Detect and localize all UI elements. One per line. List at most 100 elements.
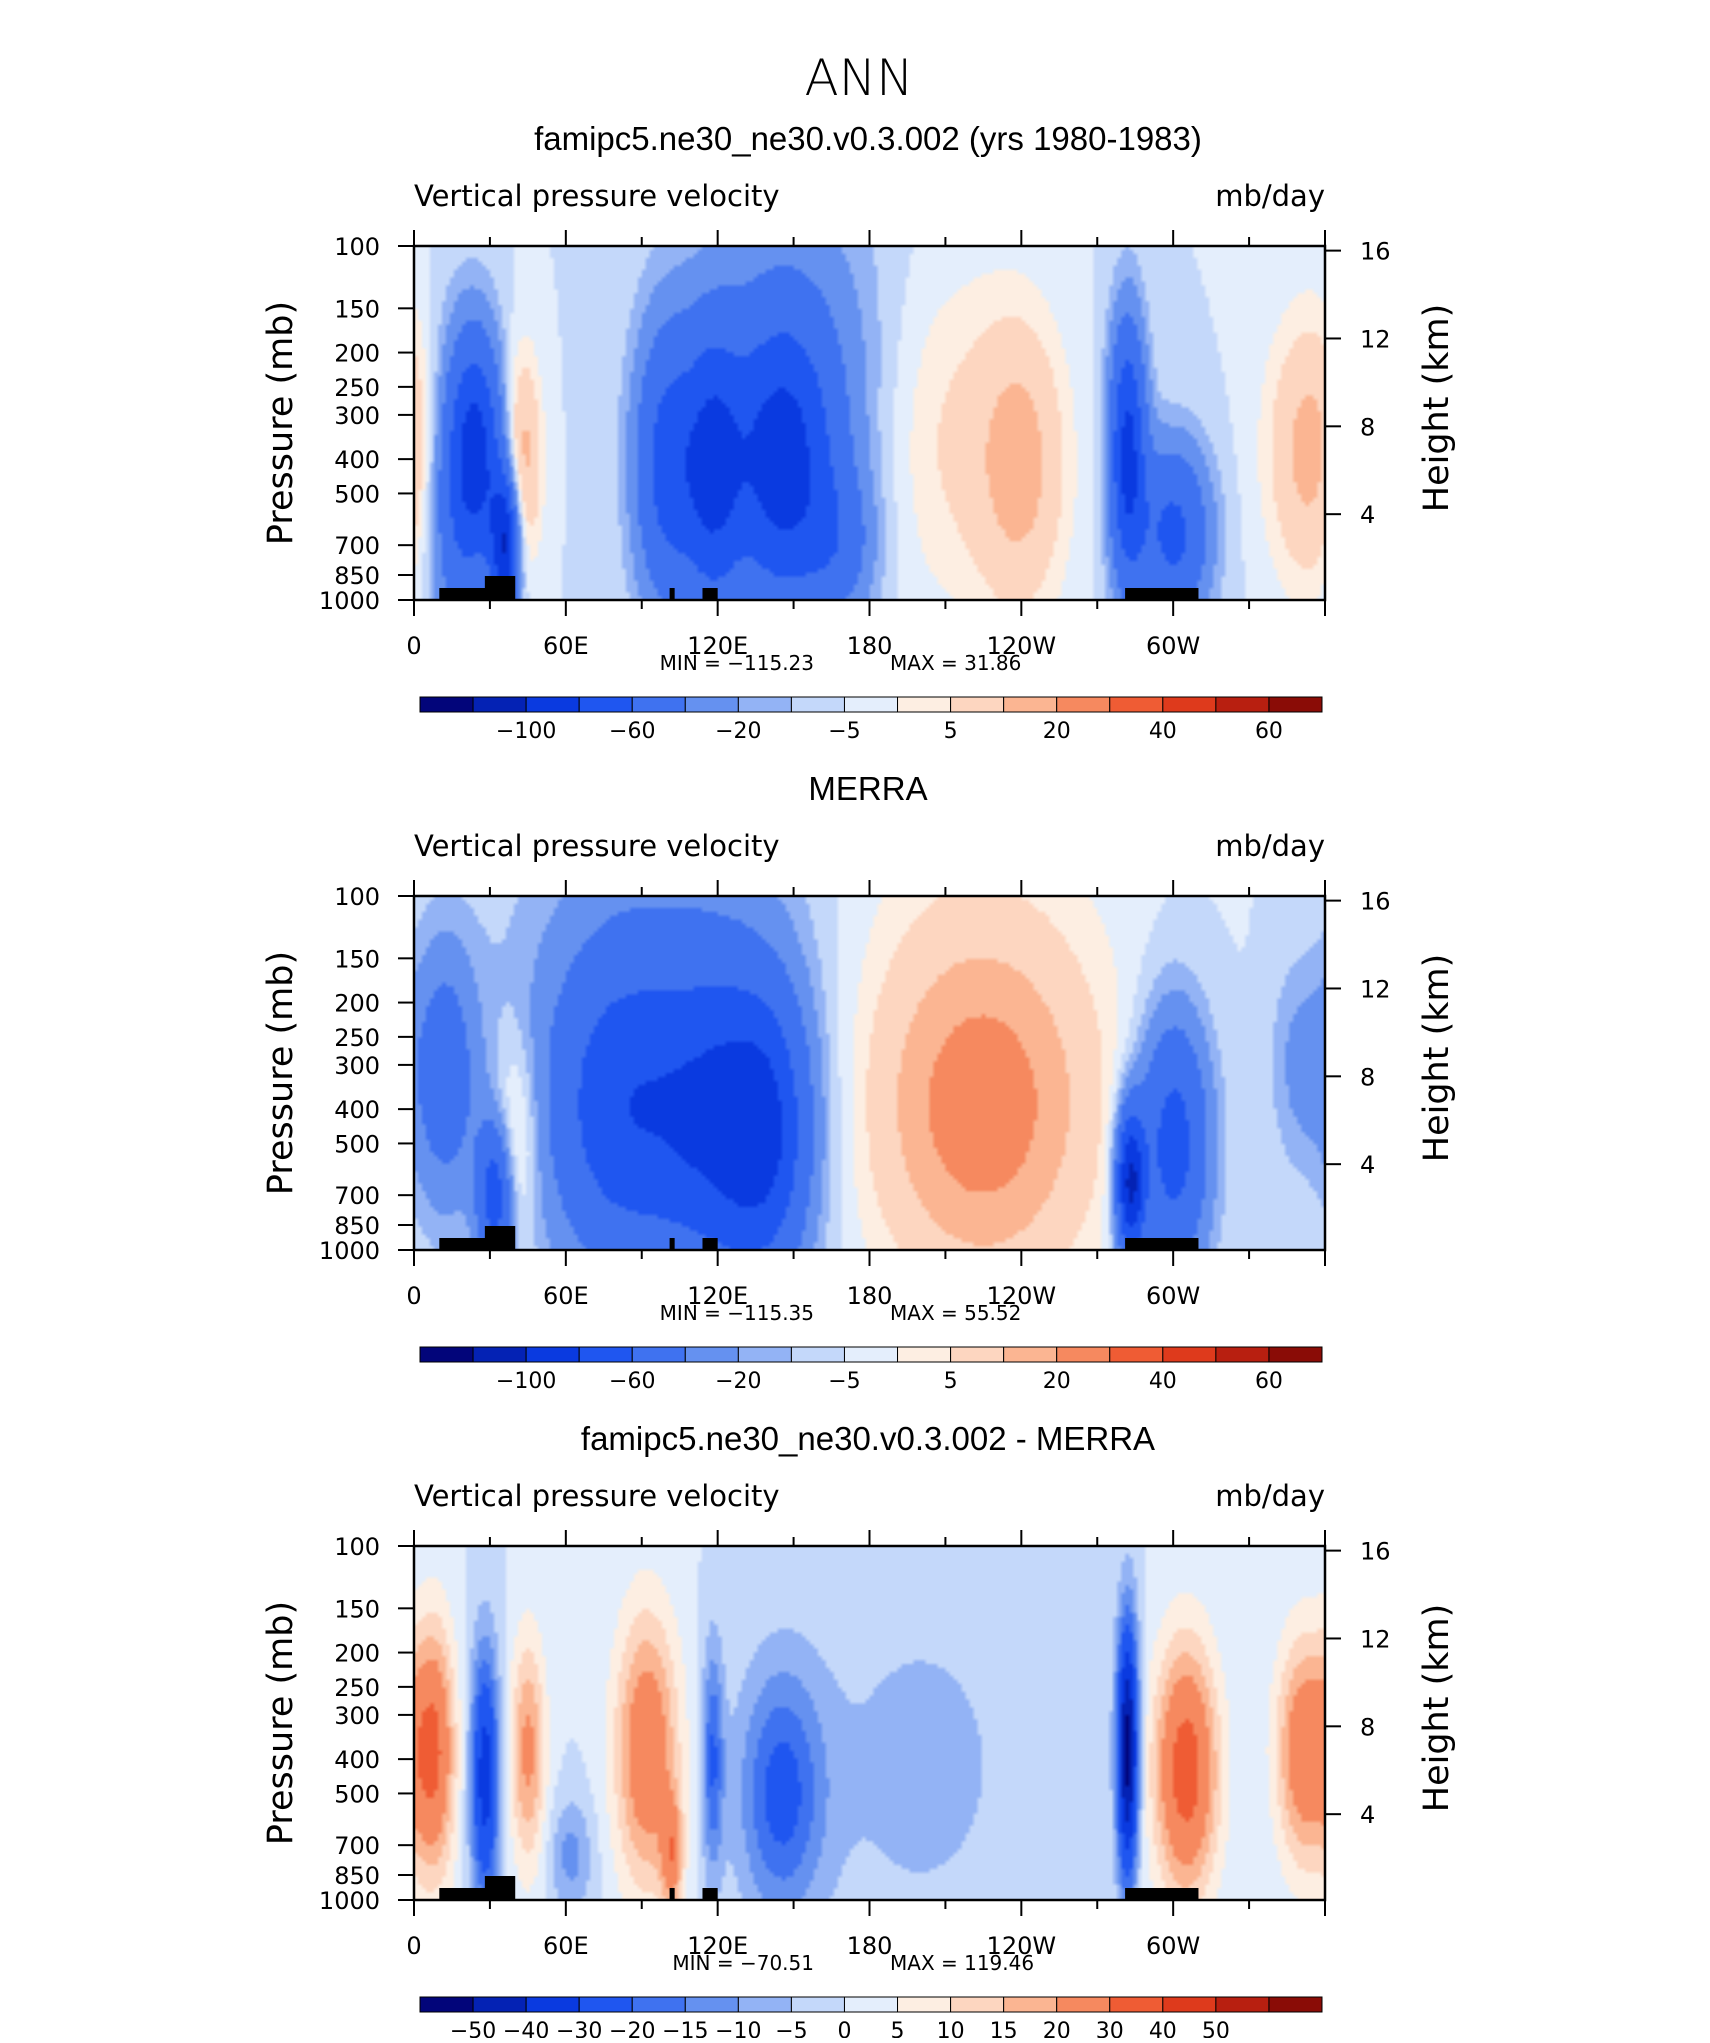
colorbar-swatch <box>1056 1346 1111 1363</box>
y2-axis-title: Height (km) <box>1417 954 1457 1163</box>
colorbar-swatch <box>950 1346 1005 1363</box>
topography-mask <box>1125 1888 1199 1900</box>
colorbar-label: 15 <box>990 2019 1018 2038</box>
topography-mask <box>702 588 718 600</box>
y-tick-label: 850 <box>334 562 380 590</box>
topography-mask <box>669 1238 675 1250</box>
colorbar-swatch <box>1268 696 1323 713</box>
colorbar-swatch <box>1162 696 1217 713</box>
y-tick-label: 500 <box>334 1780 380 1808</box>
max-label: MAX = 31.86 <box>890 651 1021 675</box>
colorbar-label: −60 <box>609 1369 655 1394</box>
panel-3: famipc5.ne30_ne30.v0.3.002 - MERRA Vertic… <box>261 1420 1457 2043</box>
contour-field <box>414 246 1325 600</box>
colorbar-label: −5 <box>775 2019 807 2038</box>
colorbar-swatch <box>1215 1346 1270 1363</box>
colorbar-label: 50 <box>1202 2019 1230 2038</box>
units-label: mb/day <box>1215 829 1325 863</box>
y-tick-label: 200 <box>334 340 380 368</box>
colorbar-label: 20 <box>1043 719 1071 744</box>
colorbar-swatch <box>525 1996 580 2013</box>
min-label: MIN = −115.35 <box>660 1301 814 1325</box>
colorbar-swatch <box>472 1996 527 2013</box>
y-tick-label: 400 <box>334 1746 380 1774</box>
y2-tick-label: 4 <box>1360 1151 1375 1179</box>
colorbar-swatch <box>737 1346 792 1363</box>
colorbar-label: −20 <box>715 719 761 744</box>
colorbar-swatch <box>684 1346 739 1363</box>
colorbar-swatch <box>1162 1346 1217 1363</box>
colorbar-swatch <box>1268 1996 1323 2013</box>
y-tick-label: 100 <box>334 1533 380 1561</box>
colorbar-swatch <box>631 1996 686 2013</box>
contour-field <box>414 1546 1325 1900</box>
y2-tick-label: 4 <box>1360 1801 1375 1829</box>
colorbar-label: −100 <box>496 719 556 744</box>
panel-title: famipc5.ne30_ne30.v0.3.002 (yrs 1980-198… <box>534 120 1202 157</box>
units-label: mb/day <box>1215 179 1325 213</box>
variable-label: Vertical pressure velocity <box>414 1479 780 1513</box>
colorbar-swatch <box>843 1996 899 2013</box>
y-axis-title: Pressure (mb) <box>261 301 301 545</box>
y-axis-title: Pressure (mb) <box>261 951 301 1195</box>
topography-mask <box>484 576 516 600</box>
colorbar-swatch <box>790 1996 845 2013</box>
y-tick-label: 100 <box>334 883 380 911</box>
colorbar-label: 60 <box>1255 719 1283 744</box>
colorbar-swatch <box>897 1346 952 1363</box>
colorbar-swatch <box>472 696 527 713</box>
colorbar-swatch <box>419 696 474 713</box>
y2-tick-label: 8 <box>1360 1063 1375 1091</box>
topography-mask <box>702 1238 718 1250</box>
colorbar-label: 40 <box>1149 2019 1177 2038</box>
colorbar-swatch <box>1215 1996 1270 2013</box>
colorbar-swatch <box>419 1346 474 1363</box>
colorbar-swatch <box>631 696 686 713</box>
panel-2: MERRA Vertical pressure velocity mb/day 0 60… <box>261 770 1457 1394</box>
colorbar-label: 10 <box>937 2019 965 2038</box>
colorbar-swatch <box>1109 1346 1164 1363</box>
y-tick-label: 500 <box>334 1130 380 1158</box>
y-tick-label: 700 <box>334 1832 380 1860</box>
y2-tick-label: 12 <box>1360 975 1391 1003</box>
topography-mask <box>669 1888 675 1900</box>
colorbar-swatch <box>790 696 845 713</box>
colorbar-swatch <box>897 696 952 713</box>
topography-mask <box>1125 1238 1199 1250</box>
colorbar-label: 30 <box>1096 2019 1124 2038</box>
colorbar-label: −100 <box>496 1369 556 1394</box>
y2-tick-label: 16 <box>1360 888 1391 916</box>
colorbar-swatch <box>684 1996 739 2013</box>
colorbar-label: −60 <box>609 719 655 744</box>
colorbar-label: −20 <box>715 1369 761 1394</box>
x-tick-label: 60W <box>1146 632 1200 660</box>
x-tick-label: 120E <box>687 1932 748 1960</box>
topography-mask <box>484 1876 516 1900</box>
min-label: MIN = −70.51 <box>672 1951 814 1975</box>
colorbar-swatch <box>1162 1996 1217 2013</box>
y-tick-label: 700 <box>334 532 380 560</box>
y-axis-title: Pressure (mb) <box>261 1601 301 1845</box>
x-tick-label: 120W <box>987 1282 1057 1310</box>
colorbar-label: −20 <box>609 2019 655 2038</box>
panel-1: famipc5.ne30_ne30.v0.3.002 (yrs 1980-198… <box>261 120 1457 744</box>
colorbar-swatch <box>737 1996 792 2013</box>
min-label: MIN = −115.23 <box>660 651 814 675</box>
colorbar-swatch <box>1056 1996 1111 2013</box>
panel-title: MERRA <box>808 770 927 807</box>
colorbar-swatch <box>472 1346 527 1363</box>
topography-mask <box>1125 588 1199 600</box>
colorbar-label: 5 <box>944 719 958 744</box>
colorbar-label: −30 <box>556 2019 602 2038</box>
colorbar-swatch <box>631 1346 686 1363</box>
colorbar-swatch <box>950 696 1005 713</box>
colorbar-swatch <box>1056 696 1111 713</box>
y-tick-label: 1000 <box>319 1887 380 1915</box>
y-tick-label: 150 <box>334 1595 380 1623</box>
colorbar-swatch <box>578 1346 633 1363</box>
season-title: ANN <box>804 49 913 107</box>
y-tick-label: 500 <box>334 480 380 508</box>
x-tick-label: 60E <box>543 1932 589 1960</box>
topography-mask <box>702 1888 718 1900</box>
